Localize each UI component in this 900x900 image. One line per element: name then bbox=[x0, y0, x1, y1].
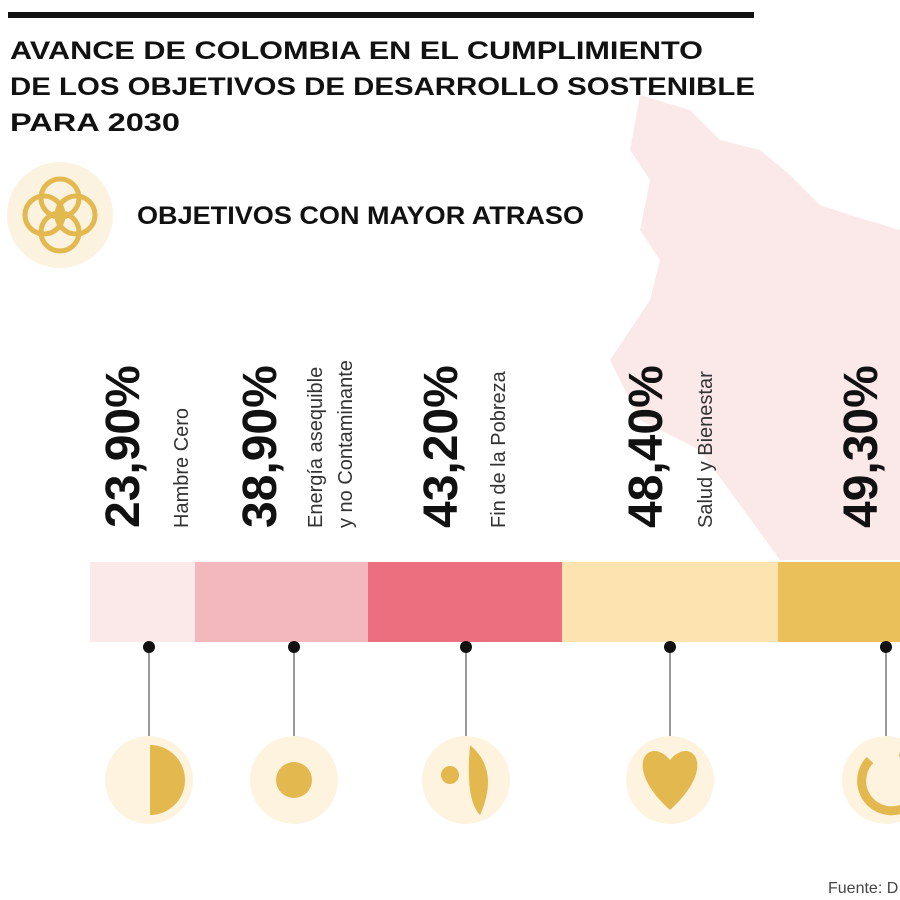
map bbox=[610, 95, 900, 560]
section-title: OBJETIVOS CON MAYOR ATRASO bbox=[137, 202, 584, 230]
segment bbox=[368, 562, 562, 642]
items: 23,90% Hambre Cero 38,90% Energía asequible… bbox=[97, 360, 892, 740]
title-line: PARA 2030 bbox=[10, 109, 180, 137]
goal-label: Fin de la Pobreza bbox=[488, 370, 510, 528]
flower-icon bbox=[22, 176, 98, 254]
title-line: DE LOS OBJETIVOS DE DESARROLLO SOSTENIBL… bbox=[10, 73, 755, 101]
title: AVANCE DE COLOMBIA EN EL CUMPLIMIENTO DE … bbox=[10, 37, 755, 137]
goal-label: Hambre Cero bbox=[171, 408, 193, 528]
dot bbox=[880, 641, 892, 653]
percent: 23,90% bbox=[97, 365, 150, 528]
goal-label: Salud y Bienestar bbox=[695, 371, 717, 528]
goal-label: Energía asequible bbox=[305, 367, 327, 528]
goal-label: y no Contaminante bbox=[335, 360, 357, 528]
icons bbox=[105, 736, 900, 824]
bar bbox=[90, 562, 900, 642]
dot bbox=[288, 641, 300, 653]
source: Fuente: D bbox=[828, 880, 898, 897]
segment bbox=[778, 562, 900, 642]
segment bbox=[90, 562, 195, 642]
segment bbox=[562, 562, 778, 642]
top-rule bbox=[8, 12, 754, 18]
percent: 43,20% bbox=[415, 365, 468, 528]
title-line: AVANCE DE COLOMBIA EN EL CUMPLIMIENTO bbox=[10, 37, 703, 65]
percent: 48,40% bbox=[620, 365, 673, 528]
dot bbox=[460, 641, 472, 653]
dot bbox=[664, 641, 676, 653]
dot bbox=[143, 641, 155, 653]
percent: 49,30% bbox=[835, 365, 888, 528]
percent: 38,90% bbox=[234, 365, 287, 528]
segment bbox=[195, 562, 368, 642]
